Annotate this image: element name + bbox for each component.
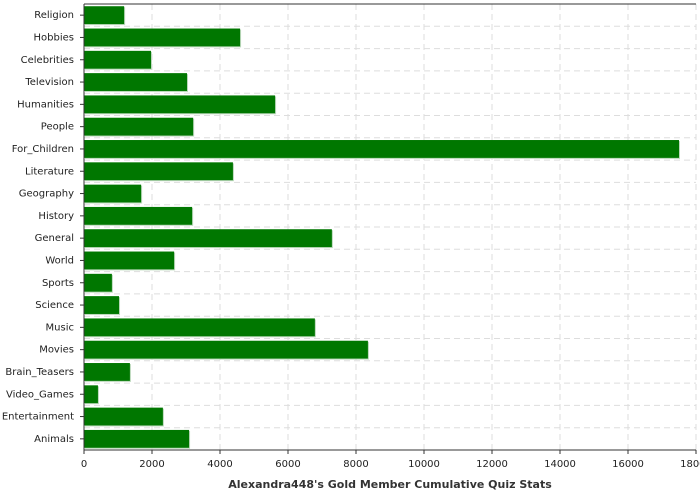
bar (84, 429, 190, 448)
x-axis-title: Alexandra448's Gold Member Cumulative Qu… (228, 478, 552, 491)
y-tick-label: Video_Games (6, 389, 74, 400)
y-tick-label: Music (46, 322, 74, 333)
bar (84, 273, 112, 292)
bar (84, 117, 194, 136)
x-tick-label: 0 (81, 459, 87, 470)
y-tick-label: People (41, 122, 74, 133)
x-tick-label: 10000 (408, 459, 440, 470)
y-tick-label: Hobbies (34, 32, 74, 43)
y-tick-label: General (35, 233, 74, 244)
y-tick-label: Sports (42, 278, 74, 289)
y-tick-label: World (45, 255, 74, 266)
bar (84, 251, 175, 270)
x-tick-label: 8000 (343, 459, 368, 470)
y-tick-label: For_Children (12, 144, 74, 155)
y-tick-label: History (38, 211, 74, 222)
y-tick-label: Religion (34, 10, 74, 21)
bar (84, 28, 241, 47)
x-tick-label: 16000 (612, 459, 644, 470)
y-tick-label: Movies (39, 345, 74, 356)
bar (84, 50, 151, 69)
y-tick-label: Science (35, 300, 74, 311)
bar (84, 340, 368, 359)
bar (84, 95, 276, 114)
bar (84, 318, 315, 337)
x-tick-label: 12000 (476, 459, 508, 470)
y-tick-label: Literature (25, 166, 74, 177)
bar (84, 363, 130, 381)
x-tick-label: 4000 (207, 459, 232, 470)
y-tick-label: Humanities (17, 99, 74, 110)
y-tick-label: Entertainment (2, 412, 74, 423)
bar (84, 385, 98, 404)
y-tick-label: Celebrities (21, 55, 74, 66)
y-tick-label: Television (24, 77, 74, 88)
x-tick-label: 18000 (680, 459, 700, 470)
bar (84, 407, 163, 426)
x-tick-label: 6000 (275, 459, 300, 470)
bar (84, 296, 120, 314)
bar (84, 6, 125, 25)
bar (84, 206, 193, 225)
y-tick-label: Brain_Teasers (5, 367, 74, 378)
bar (84, 162, 233, 181)
y-tick-label: Animals (34, 434, 74, 445)
x-tick-label: 14000 (544, 459, 576, 470)
bar (84, 184, 142, 203)
bar (84, 73, 188, 91)
x-tick-label: 2000 (139, 459, 164, 470)
y-tick-label: Geography (19, 189, 74, 200)
bar (84, 229, 332, 248)
bar (84, 140, 679, 158)
